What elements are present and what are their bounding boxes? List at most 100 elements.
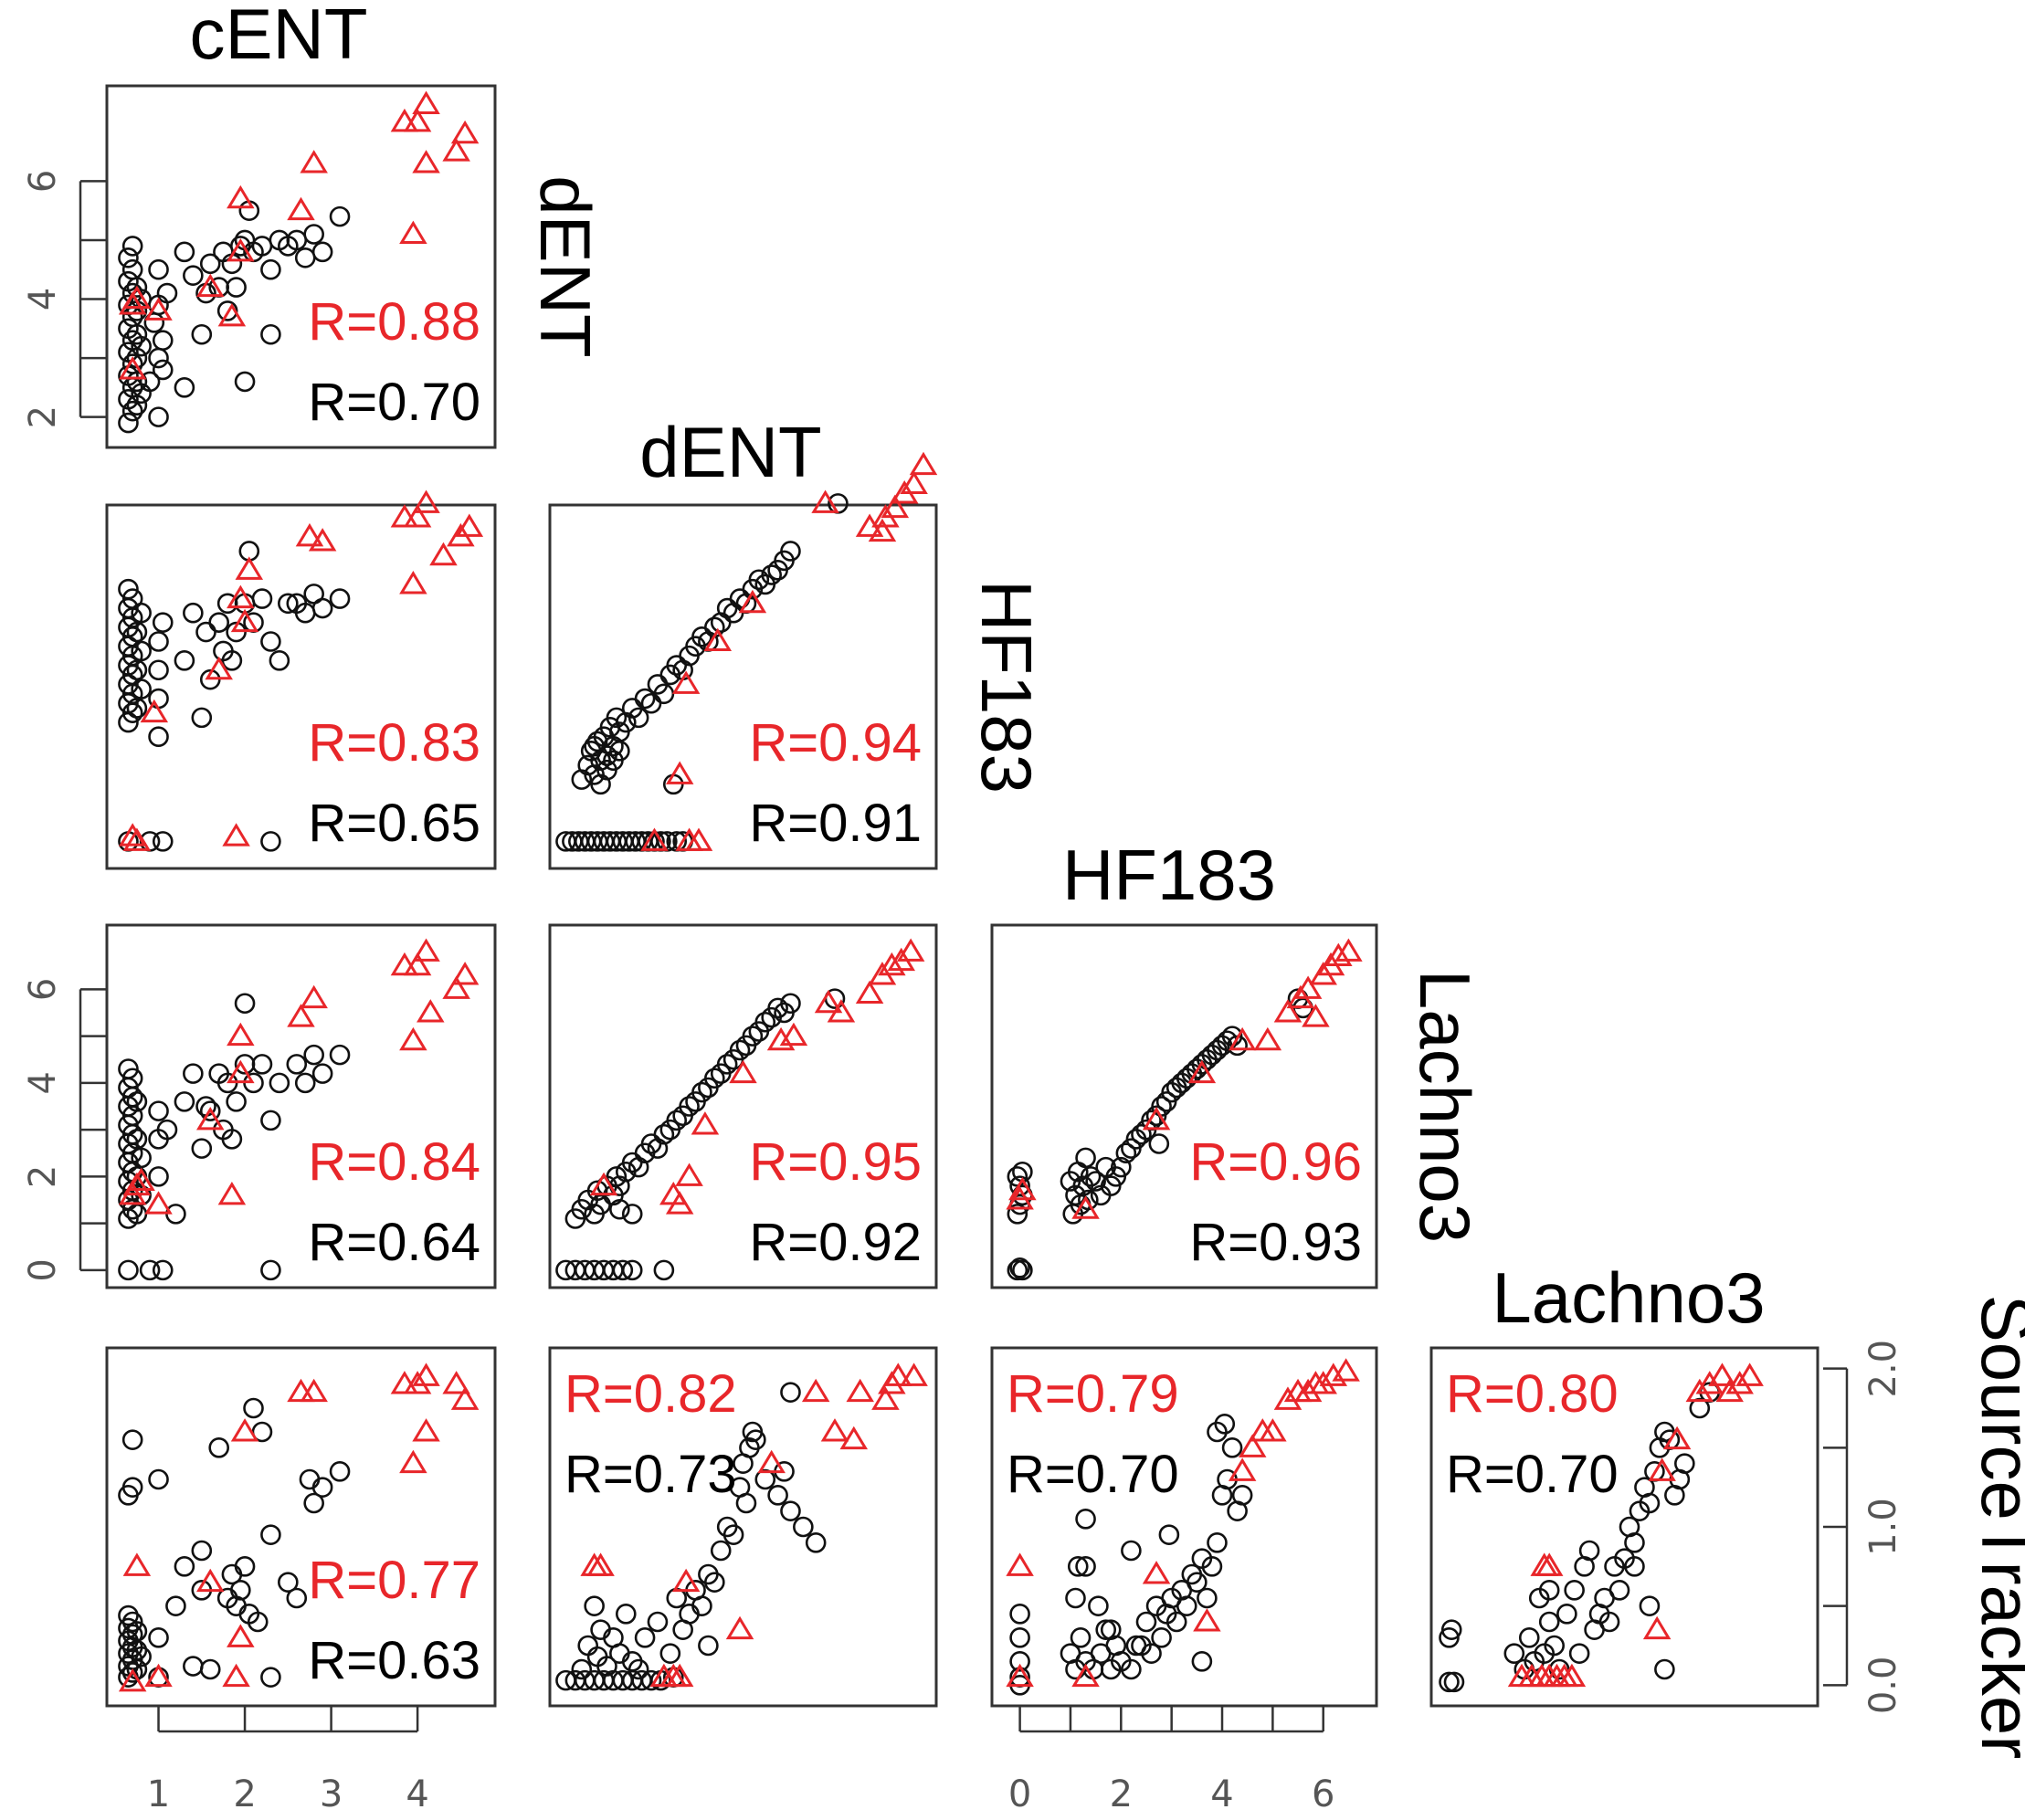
point-red [450, 962, 480, 985]
r-value-black: R=0.64 [308, 1213, 480, 1272]
point-red [1273, 1386, 1303, 1410]
point-black [742, 1026, 764, 1047]
point-red [196, 1568, 225, 1593]
point-black [131, 679, 152, 700]
point-red [118, 356, 147, 380]
point-black [126, 1091, 148, 1112]
tick-label: 2 [22, 405, 64, 428]
point-red [1642, 1615, 1672, 1640]
point-black [1125, 1635, 1147, 1657]
point-red [227, 237, 255, 262]
point-black [126, 1621, 148, 1642]
panel-frame [548, 923, 938, 1289]
point-black [118, 412, 139, 434]
point-black [1538, 1580, 1560, 1601]
point-black [234, 371, 256, 393]
point-red [1273, 999, 1303, 1023]
point-red [227, 584, 255, 609]
point-black [1503, 1643, 1525, 1664]
point-red [1253, 1026, 1282, 1051]
r-value-red: R=0.95 [749, 1132, 922, 1192]
point-black [1608, 1580, 1630, 1601]
point-red [868, 518, 897, 542]
point-red [417, 999, 445, 1023]
point-black [1231, 1485, 1253, 1506]
point-black [1674, 1453, 1695, 1474]
point-black [606, 1166, 628, 1187]
point-black [174, 241, 195, 263]
point-black [1115, 1142, 1137, 1164]
point-black [126, 395, 148, 416]
point-red [442, 1371, 470, 1394]
column-title-lachno3: Lachno3 [1492, 1257, 1765, 1338]
point-red [1142, 1106, 1171, 1131]
point-black [260, 1259, 281, 1281]
point-black [710, 1540, 732, 1562]
column-title-dent: dENT [639, 412, 821, 492]
point-red [230, 608, 259, 633]
point-black [131, 602, 152, 624]
r-value-red: R=0.94 [749, 713, 922, 773]
point-black [199, 253, 221, 275]
point-red [403, 952, 432, 976]
point-red [118, 1667, 147, 1692]
point-black [121, 1068, 143, 1089]
point-black [698, 1635, 719, 1657]
point-red [691, 1111, 720, 1135]
point-black [1065, 1587, 1086, 1609]
point-black [1564, 1580, 1585, 1601]
point-black [118, 1259, 139, 1281]
point-black [584, 1595, 605, 1616]
point-red [801, 1378, 830, 1403]
r-value-red: R=0.83 [308, 713, 480, 773]
point-black [1440, 1619, 1462, 1640]
tick-label: 4 [22, 1071, 64, 1094]
point-red [399, 1026, 427, 1051]
tick-label: 2 [22, 1165, 64, 1188]
point-red [300, 1378, 328, 1403]
tick-label: 0 [22, 1258, 64, 1281]
point-red [399, 220, 427, 244]
point-black [653, 1259, 675, 1281]
point-black [247, 1611, 269, 1633]
point-black [243, 1397, 264, 1419]
point-black [1085, 1171, 1106, 1192]
point-red [287, 1004, 315, 1027]
r-value-red: R=0.77 [308, 1551, 480, 1610]
r-value-black: R=0.65 [308, 794, 480, 853]
point-black [226, 277, 247, 298]
point-red [896, 938, 925, 962]
point-black [1088, 1595, 1109, 1616]
point-black [294, 1072, 316, 1094]
point-black [195, 621, 216, 643]
point-red [671, 670, 701, 694]
point-red [757, 1449, 786, 1474]
point-black [199, 1100, 221, 1121]
point-black [596, 1656, 617, 1677]
point-red [300, 984, 328, 1009]
point-red [1006, 1663, 1034, 1688]
point-black [234, 993, 256, 1015]
point-red [1735, 1362, 1764, 1386]
point-red [127, 1167, 155, 1191]
r-value-black: R=0.70 [308, 373, 480, 432]
point-black [174, 650, 195, 671]
point-black [1538, 1611, 1560, 1633]
tick-label: 4 [1210, 1773, 1233, 1815]
panel-frame [990, 1346, 1378, 1708]
point-black [118, 1058, 139, 1079]
point-red [144, 1663, 173, 1688]
point-black [269, 1072, 290, 1094]
point-black [609, 1198, 630, 1220]
point-black [152, 612, 174, 633]
point-black [278, 1572, 299, 1593]
point-red [729, 1059, 757, 1084]
point-red [814, 989, 843, 1014]
point-red [871, 1386, 900, 1410]
point-red [1302, 1004, 1330, 1027]
point-red [295, 522, 324, 547]
point-black [1165, 1611, 1187, 1633]
point-black [183, 602, 204, 624]
point-black [1151, 1627, 1172, 1648]
point-black [152, 359, 174, 381]
